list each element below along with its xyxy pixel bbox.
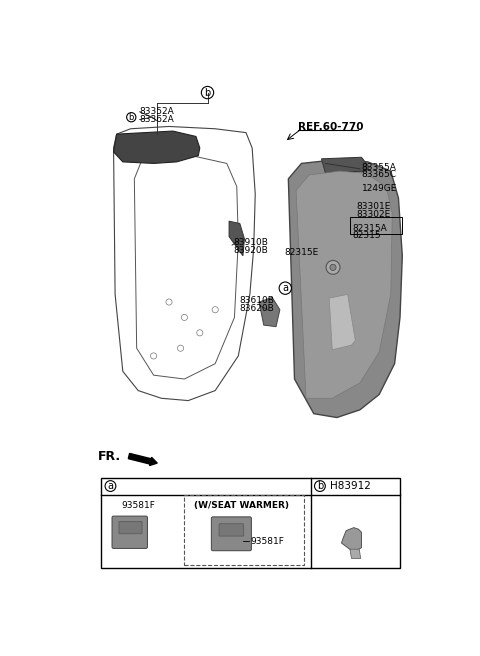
FancyBboxPatch shape [219, 523, 244, 536]
Circle shape [330, 264, 336, 270]
FancyArrow shape [128, 453, 157, 466]
Text: 82315A: 82315A [352, 224, 387, 233]
Text: a: a [108, 481, 113, 491]
Polygon shape [341, 527, 361, 552]
Text: 83301E: 83301E [356, 202, 391, 211]
Text: 83920B: 83920B [234, 246, 268, 255]
Polygon shape [229, 221, 244, 256]
Polygon shape [114, 131, 200, 163]
Text: FR.: FR. [98, 449, 121, 462]
Text: 93581F: 93581F [251, 537, 285, 546]
Polygon shape [350, 549, 361, 558]
Text: REF.60-770: REF.60-770 [299, 122, 364, 133]
Circle shape [326, 260, 340, 274]
FancyBboxPatch shape [119, 522, 142, 534]
Text: 1249GE: 1249GE [361, 184, 397, 194]
Text: H83912: H83912 [330, 481, 371, 491]
Text: b: b [317, 481, 323, 491]
Text: 83910B: 83910B [234, 238, 268, 247]
Text: 93581F: 93581F [121, 501, 155, 510]
Text: (W/SEAT WARMER): (W/SEAT WARMER) [193, 501, 288, 510]
Text: a: a [282, 283, 288, 293]
Bar [184, 495, 304, 565]
Text: 83610B: 83610B [240, 296, 275, 305]
Text: 83365C: 83365C [361, 171, 396, 180]
FancyBboxPatch shape [211, 517, 252, 551]
Text: 82315E: 82315E [285, 248, 319, 257]
FancyBboxPatch shape [112, 516, 147, 548]
Text: 82315: 82315 [352, 230, 381, 239]
Bar [350, 217, 402, 234]
Text: b: b [129, 113, 134, 122]
Text: 83352A: 83352A [140, 108, 175, 116]
Text: 83302E: 83302E [356, 210, 390, 218]
Polygon shape [296, 171, 392, 398]
Text: b: b [204, 88, 211, 98]
Bar [101, 478, 400, 569]
Text: 83620B: 83620B [240, 304, 275, 313]
Polygon shape [322, 157, 369, 173]
Polygon shape [329, 295, 355, 350]
Polygon shape [259, 297, 280, 327]
Text: 83355A: 83355A [361, 163, 396, 172]
Text: 83362A: 83362A [140, 115, 175, 124]
Polygon shape [288, 159, 402, 417]
